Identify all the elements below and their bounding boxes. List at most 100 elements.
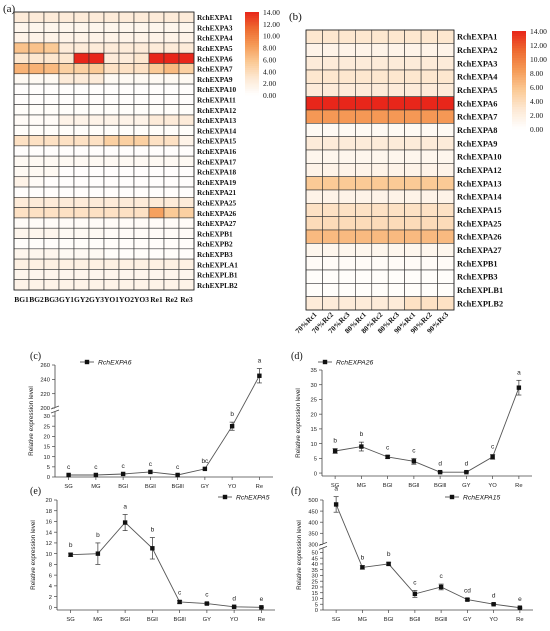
heatmap-cell — [118, 207, 135, 219]
heatmap-cell — [88, 104, 105, 116]
heatmap-cell — [103, 32, 120, 44]
row-label: RchEXPB1 — [457, 259, 498, 268]
data-point — [93, 472, 99, 478]
legend-gradient-step — [245, 84, 259, 88]
x-tick-label: BGlll — [174, 617, 186, 623]
legend-gradient-step — [245, 47, 259, 50]
panel-label: (f) — [291, 486, 301, 497]
heatmap-cell — [13, 21, 30, 33]
heatmap-cell — [118, 52, 135, 64]
significance-letter: a — [517, 369, 521, 376]
legend-gradient-step — [512, 38, 526, 42]
heatmap-cell — [148, 114, 165, 126]
heatmap-cell — [404, 256, 422, 271]
data-point — [412, 591, 418, 597]
heatmap-cell — [148, 207, 165, 219]
legend-tick-label: 6.00 — [263, 55, 276, 64]
row-label: RchEXPA26 — [457, 233, 502, 242]
heatmap-cell — [148, 197, 165, 208]
legend-gradient-step — [245, 45, 259, 48]
significance-letter: c — [176, 464, 180, 471]
legend-gradient-step — [245, 41, 259, 44]
heatmap-cell — [28, 73, 45, 85]
heatmap-cell — [305, 109, 323, 124]
row-label: RchEXPA17 — [197, 157, 237, 166]
heatmap-cell — [305, 256, 323, 271]
heatmap-cell — [322, 189, 340, 204]
heatmap-cell — [148, 227, 165, 239]
heatmap-cell — [43, 155, 60, 167]
legend-gradient-step — [512, 121, 526, 125]
heatmap-cell — [88, 21, 105, 33]
legend-gradient-step — [245, 18, 259, 21]
heatmap-cell — [322, 96, 340, 111]
heatmap-cell — [178, 42, 195, 54]
heatmap-cell — [387, 176, 405, 191]
axis-break-gap — [319, 543, 327, 549]
heatmap-cell — [13, 248, 30, 260]
heatmap-cell — [58, 176, 75, 188]
data-point — [148, 469, 153, 475]
y-tick-label: 25 — [44, 424, 50, 430]
heatmap-cell — [163, 135, 180, 147]
heatmap-cell — [118, 258, 135, 270]
row-label: RchEXPA2 — [457, 46, 497, 55]
heatmap-cell — [43, 104, 60, 116]
y-tick-label: 400 — [308, 520, 318, 526]
legend-label: RchEXPA6 — [98, 360, 132, 367]
heatmap-cell — [371, 109, 389, 124]
heatmap-cell — [338, 136, 356, 151]
heatmap-cell — [73, 207, 90, 219]
legend-gradient-step — [512, 126, 526, 130]
heatmap-cell — [387, 243, 405, 257]
heatmap-cell — [118, 114, 135, 126]
heatmap-cell — [163, 11, 180, 23]
heatmap-cell — [387, 269, 405, 284]
heatmap-cell — [148, 166, 165, 178]
y-tick-label: 240 — [40, 378, 50, 384]
y-tick-label: 30 — [312, 574, 318, 580]
heatmap-cell — [404, 189, 422, 204]
heatmap-frame — [305, 29, 455, 311]
heatmap-cell — [43, 11, 60, 23]
significance-letter: b — [361, 555, 365, 562]
heatmap-cell — [322, 136, 340, 151]
heatmap-cell — [118, 83, 135, 95]
heatmap-cell — [103, 197, 120, 208]
heatmap-cell — [118, 217, 135, 229]
y-tick-label: 0 — [314, 471, 317, 477]
data-point — [438, 584, 444, 590]
heatmap-cell — [43, 197, 60, 208]
heatmap-cell — [163, 176, 180, 188]
heatmap-cell — [148, 94, 165, 105]
heatmap-cell — [88, 186, 105, 198]
legend-gradient-step — [245, 26, 259, 29]
legend-tick-label: 0.00 — [263, 91, 276, 100]
legend-tick-label: 12.00 — [263, 20, 280, 29]
legend-gradient-step — [245, 53, 259, 56]
heatmap-cell — [387, 216, 405, 231]
heatmap-cell — [338, 243, 356, 257]
heatmap-cell — [133, 135, 150, 147]
heatmap-cell — [404, 283, 422, 297]
heatmap-cell — [420, 269, 438, 284]
heatmap-cell — [437, 163, 455, 177]
data-point — [229, 424, 235, 429]
heatmap-cell — [163, 155, 180, 167]
heatmap-cell — [437, 229, 455, 244]
heatmap-cell — [404, 109, 422, 124]
heatmap-cell — [355, 136, 373, 151]
y-tick-label: 8 — [49, 563, 52, 569]
heatmap-cell — [58, 145, 75, 157]
heatmap-cell — [420, 29, 438, 44]
heatmap-cell — [371, 69, 389, 84]
heatmap-cell — [43, 42, 60, 54]
data-point — [517, 605, 523, 610]
heatmap-cell — [420, 56, 438, 71]
legend-gradient-step — [245, 32, 259, 36]
heatmap-cell — [178, 73, 195, 85]
color-legend: 14.00 12.00 10.00 8.00 6.00 4.00 2.00 0.00 — [245, 8, 280, 100]
significance-letter: b — [230, 411, 234, 418]
heatmap-cell — [437, 296, 455, 311]
